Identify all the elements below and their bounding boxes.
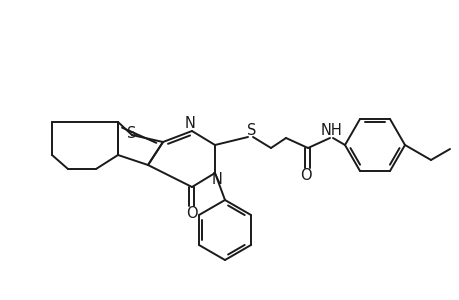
Text: S: S (247, 122, 256, 137)
Text: N: N (211, 172, 222, 188)
Text: O: O (300, 167, 311, 182)
Text: S: S (127, 125, 136, 140)
Text: NH: NH (320, 122, 342, 137)
Text: N: N (184, 116, 195, 130)
Text: O: O (186, 206, 197, 220)
